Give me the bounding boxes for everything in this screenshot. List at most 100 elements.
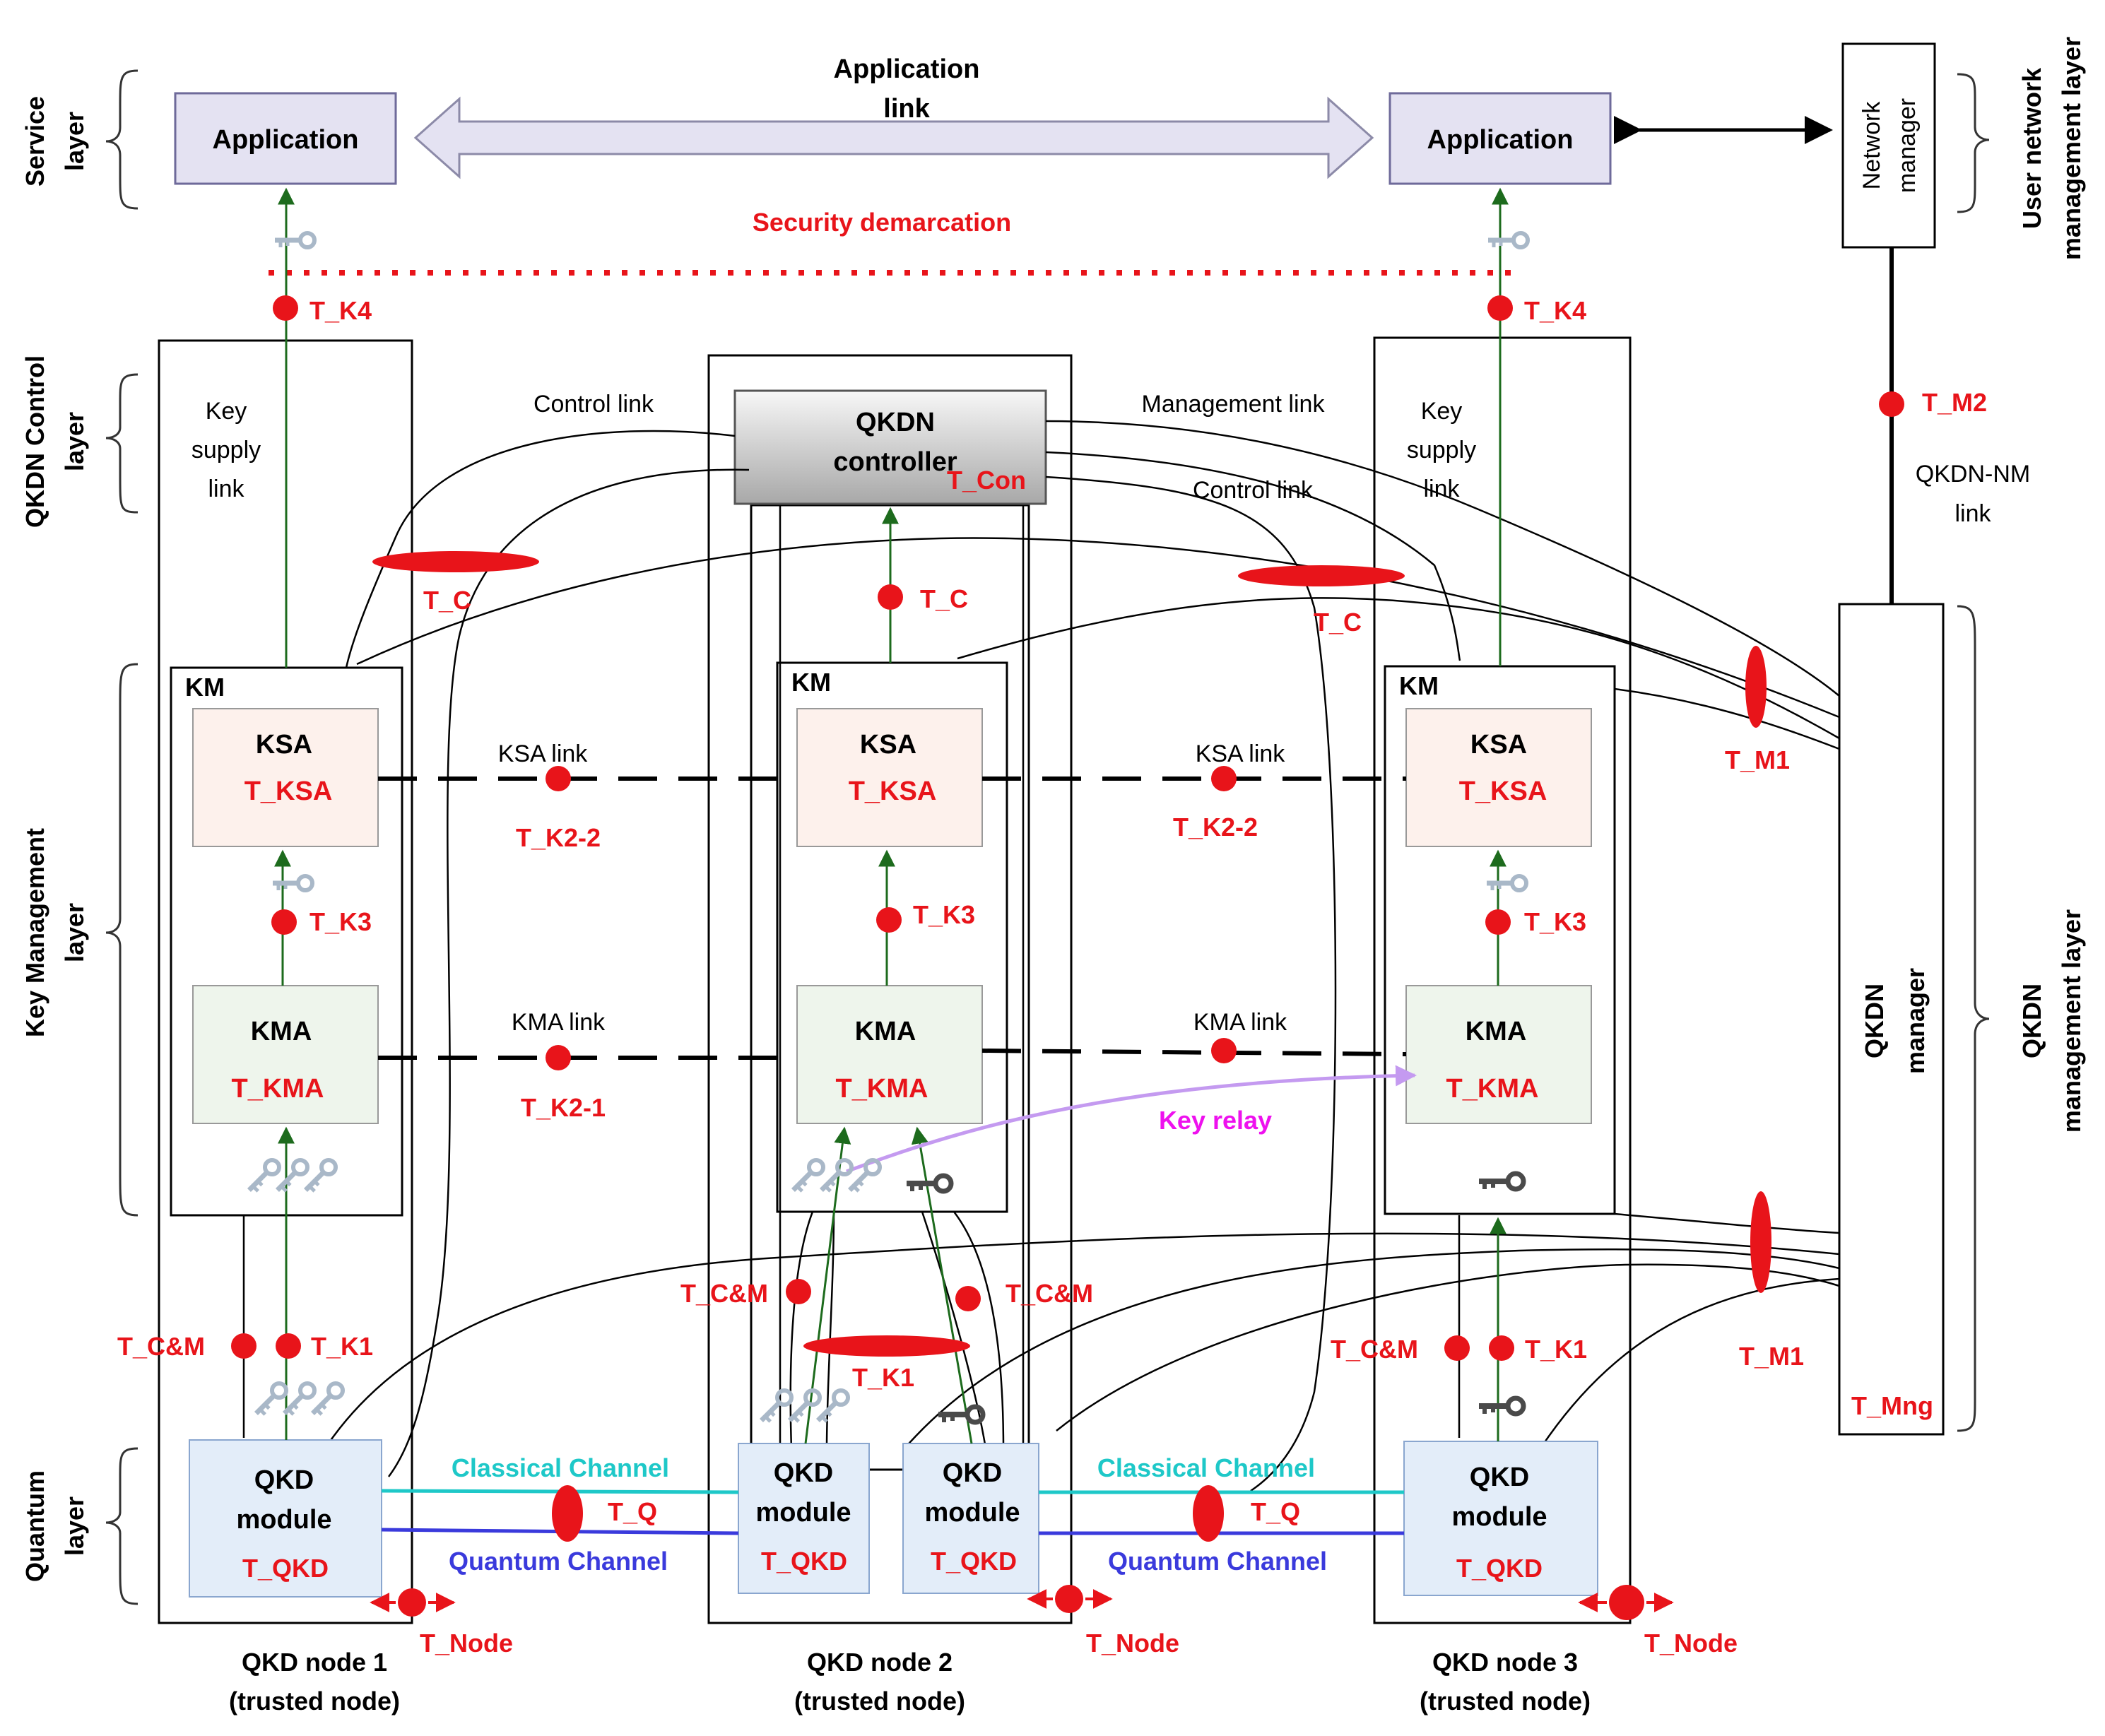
classical-channel-label-1: Classical Channel [452,1453,669,1482]
qkdn-nm-link-label: QKDN-NM link [1916,461,2030,527]
application-link-arrow [413,96,1374,179]
threat-t-cm-node-1: T_C&M [117,1332,205,1361]
threat-t-k2-2-label-1: T_K2-2 [516,823,601,852]
qkd-module-label-node-3: QKD module [1451,1463,1547,1532]
kma-box-node-1 [192,985,379,1124]
threat-t-c-node-1: T_C [423,586,471,615]
threat-marker [372,551,539,572]
key-relay-arrow [846,1065,1417,1174]
threat-t-qkd-node-3: T_QKD [1456,1554,1543,1583]
qkdn-manager-label: QKDN manager [1860,968,1930,1074]
control-management-links [324,420,1840,1492]
control-link-label-1: Control link [533,391,654,418]
layer-braces-left [105,69,138,1605]
ksa-link-label-1: KSA link [498,740,589,767]
kma-link-label-2: KMA link [1193,1009,1287,1036]
qkd-module-node-1 [189,1439,382,1598]
threat-marker [1193,1485,1224,1542]
quantum-channel-label-1: Quantum Channel [449,1547,668,1576]
application-label-right: Application [1427,125,1574,155]
threat-t-m1-upper: T_M1 [1725,745,1790,774]
threat-t-qkd-node-2b: T_QKD [931,1547,1017,1576]
kma-label-node-3: KMA [1466,1017,1527,1046]
ksa-kma-dashed-links [378,777,1407,1060]
threat-marker [876,907,902,933]
qkd-node-2-box [707,354,1073,1624]
threat-marker [231,1333,257,1359]
ksa-label-node-2: KSA [860,730,916,760]
km-label-node-1: KM [185,673,225,702]
security-demarcation-label: Security demarcation [753,208,1011,237]
kma-label-node-2: KMA [855,1017,916,1046]
qkd-node-2-caption: QKD node 2 (trusted node) [794,1648,965,1716]
km-label-node-2: KM [791,668,831,697]
threat-marker [1211,1038,1237,1063]
threat-t-kma-node-2: T_KMA [836,1074,928,1104]
ksa-link-label-2: KSA link [1196,740,1286,767]
key-relay-label: Key relay [1159,1106,1272,1135]
qkd-node-2-inner-box [750,504,1030,1471]
layer-braces-right [1957,73,1990,1432]
management-link-label: Management link [1142,391,1326,418]
threat-t-k1-node-1: T_K1 [311,1332,373,1361]
threat-t-cm-node-3: T_C&M [1331,1335,1418,1364]
threat-marker [1485,909,1511,935]
service-layer-label: Service layer [20,96,89,187]
threat-marker [546,766,571,791]
threat-t-k3-node-1: T_K3 [309,907,372,936]
threat-t-kma-node-3: T_KMA [1446,1074,1539,1104]
threat-t-cm-node-2a: T_C&M [680,1279,768,1308]
threat-marker [955,1286,981,1311]
threat-t-k1-node-3: T_K1 [1525,1335,1587,1364]
network-manager-label: Network manager [1858,98,1921,193]
qkd-node-3-caption: QKD node 3 (trusted node) [1420,1648,1591,1716]
threat-marker [276,1333,301,1359]
node-threat-arrows [370,1589,1674,1612]
threat-markers [231,295,1904,1620]
application-box-right [1388,92,1612,185]
threat-t-cm-node-2b: T_C&M [1006,1279,1093,1308]
threat-t-ksa-node-1: T_KSA [244,777,333,806]
qkd-node-1-caption: QKD node 1 (trusted node) [229,1648,400,1716]
threat-marker [803,1335,970,1357]
threat-marker [1444,1335,1470,1361]
ksa-box-node-2 [796,708,983,847]
threat-t-k4-node-3: T_K4 [1524,296,1586,325]
threat-marker [271,909,297,935]
threat-marker [1609,1585,1644,1620]
km-box-node-2 [776,661,1008,1213]
threat-t-q-2: T_Q [1251,1497,1300,1526]
key-supply-link-label-1: Key supply link [191,398,261,502]
ksa-box-node-1 [192,708,379,847]
threat-marker [1750,1191,1771,1293]
threat-marker [398,1588,426,1617]
threat-t-k1-node-2: T_K1 [852,1363,914,1392]
threat-marker [786,1279,811,1304]
threat-t-k4-node-1: T_K4 [309,296,372,325]
ksa-label-node-1: KSA [256,730,312,760]
threat-t-ksa-node-2: T_KSA [849,777,937,806]
quantum-layer-label: Quantum layer [20,1470,89,1582]
qkdn-controller-label: QKDN controller [833,408,957,477]
threat-t-k2-2-label-2: T_K2-2 [1173,813,1258,842]
threat-t-k3-node-3: T_K3 [1524,907,1586,936]
kma-box-node-2 [796,985,983,1124]
threat-marker [552,1485,583,1542]
threat-t-mng: T_Mng [1851,1391,1933,1420]
application-box-left [174,92,397,185]
key-icon [251,1381,289,1419]
threat-marker [273,295,298,321]
threat-t-m1-lower: T_M1 [1739,1342,1804,1371]
ksa-box-node-3 [1405,708,1592,847]
threat-marker [1487,295,1513,321]
qkdn-management-layer-label: QKDN management layer [2017,909,2086,1133]
threat-marker [1879,391,1904,417]
qkdn-manager-box [1838,603,1945,1436]
control-link-label-2: Control link [1193,477,1314,504]
key-icon [756,1388,794,1426]
km-label-node-3: KM [1399,671,1439,700]
threat-labels: T_K4 T_K4 T_M2 T_C T_C T_C T_M1 T_M1 T_K… [117,296,1987,1658]
key-icon [275,233,314,247]
threat-t-k2-1-label: T_K2-1 [521,1093,606,1122]
